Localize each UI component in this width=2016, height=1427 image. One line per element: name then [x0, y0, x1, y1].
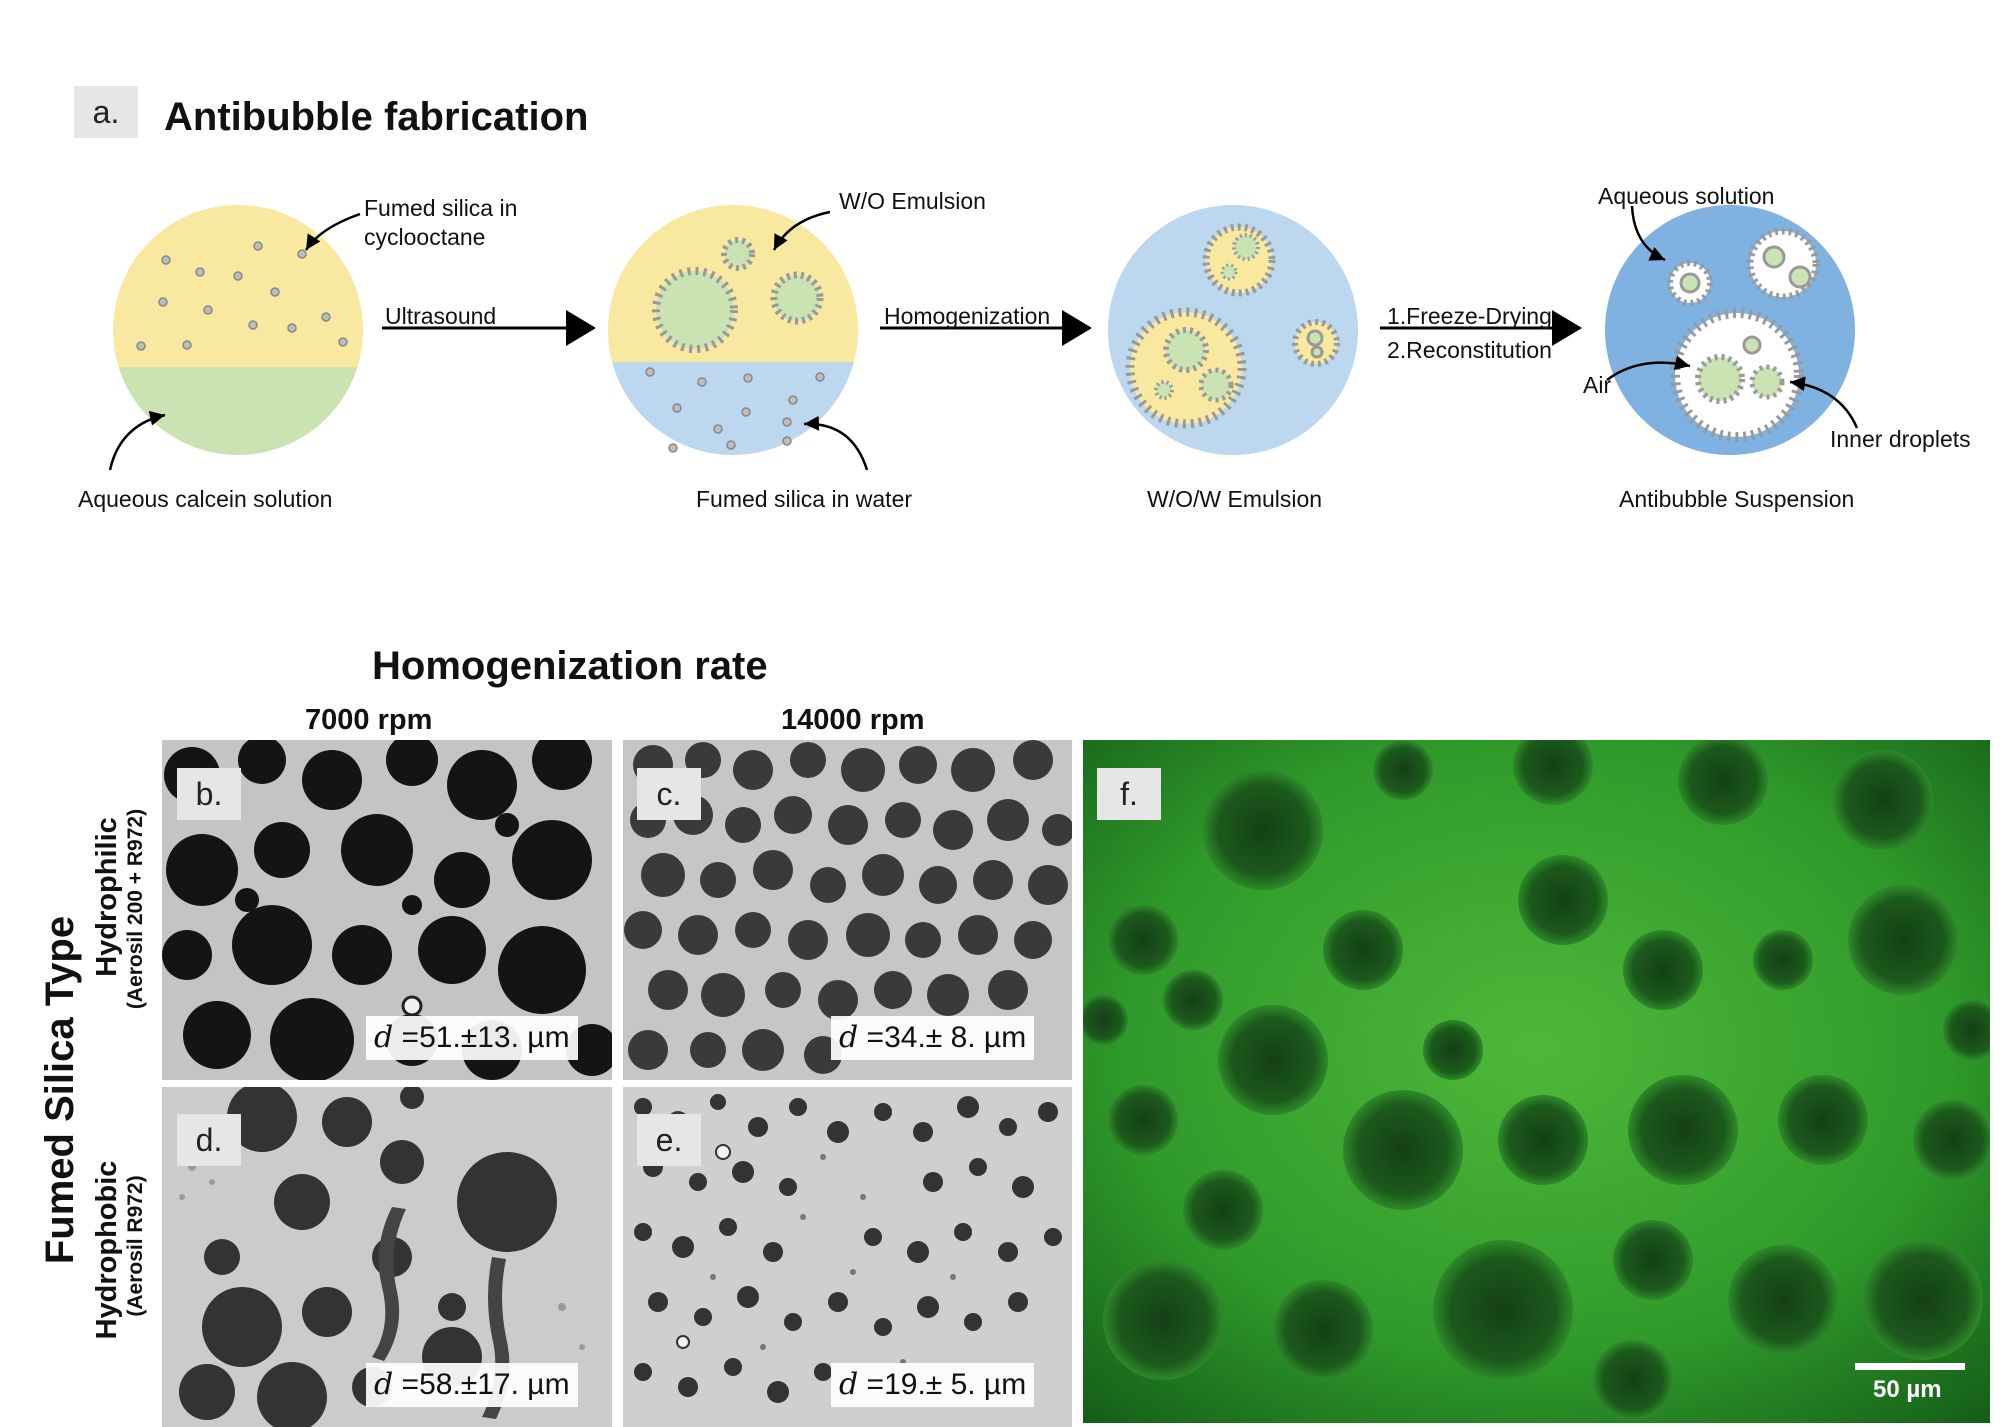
- panel-e-diameter: d =19.± 5. µm: [831, 1363, 1035, 1407]
- arrow-freeze-drying-label1: 1.Freeze-Drying: [1387, 303, 1552, 329]
- step3-circle: [1108, 205, 1358, 455]
- step1-callout-line1: Fumed silica in: [364, 195, 518, 221]
- panel-b-label: b.: [177, 768, 241, 820]
- grid-title: Homogenization rate: [372, 644, 768, 688]
- step4-callout-aqueous: Aqueous solution: [1598, 183, 1775, 209]
- panel-c-diameter: d =34.± 8. µm: [831, 1016, 1035, 1060]
- panel-d-diameter: d =58.±17. µm: [366, 1363, 578, 1407]
- micrograph-f: [1083, 740, 1990, 1423]
- panel-d-d-symbol: d: [374, 1367, 394, 1402]
- row1-label: Hydrophilic: [91, 817, 123, 977]
- fabrication-schematic: [108, 205, 1859, 471]
- row2-sublabel: (Aerosil R972): [124, 1175, 147, 1317]
- arrow-homogenization-label: Homogenization: [884, 303, 1051, 329]
- step4-caption: Antibubble Suspension: [1619, 486, 1855, 512]
- column-label-14000: 14000 rpm: [781, 704, 925, 736]
- row-title: Fumed Silica Type: [38, 915, 82, 1265]
- step4-circle: [1605, 205, 1859, 455]
- panel-e-d-value: =19.± 5. µm: [858, 1368, 1027, 1401]
- row2-label: Hydrophobic: [91, 1160, 123, 1340]
- arrow-ultrasound-label: Ultrasound: [385, 303, 497, 329]
- panel-d-label: d.: [177, 1114, 241, 1166]
- arrow-ultrasound-head: [566, 310, 596, 346]
- row1-sublabel: (Aerosil 200 + R972): [124, 808, 147, 1010]
- step1-callout-line2: cyclooctane: [364, 224, 486, 250]
- step1-circle: [108, 205, 363, 471]
- scale-bar: [1855, 1363, 1965, 1370]
- panel-c-d-value: =34.± 8. µm: [858, 1021, 1027, 1054]
- step3-caption: W/O/W Emulsion: [1147, 486, 1323, 512]
- step2-caption: Fumed silica in water: [696, 486, 913, 512]
- panel-d-d-value: =58.±17. µm: [393, 1368, 570, 1401]
- panel-b-diameter: d =51.±13. µm: [366, 1016, 578, 1060]
- arrow-homogenization-head: [1062, 310, 1092, 346]
- panel-f-label: f.: [1097, 768, 1161, 820]
- panel-e-d-symbol: d: [839, 1367, 859, 1402]
- arrow-freeze-drying-head: [1552, 310, 1582, 346]
- panel-a-label: a.: [74, 86, 138, 138]
- scale-bar-label: 50 µm: [1873, 1376, 1942, 1403]
- panel-a-title: Antibubble fabrication: [164, 95, 589, 139]
- arrow-freeze-drying-label2: 2.Reconstitution: [1387, 337, 1552, 363]
- step2-circle: [608, 205, 869, 471]
- column-label-7000: 7000 rpm: [305, 704, 433, 736]
- step4-callout-inner: Inner droplets: [1830, 426, 1971, 452]
- panel-b-d-symbol: d: [374, 1020, 394, 1055]
- step4-callout-air: Air: [1583, 372, 1612, 398]
- panel-c-label: c.: [637, 768, 701, 820]
- step1-caption: Aqueous calcein solution: [78, 486, 333, 512]
- step2-callout-top: W/O Emulsion: [839, 188, 986, 214]
- panel-c-d-symbol: d: [839, 1020, 859, 1055]
- panel-e-label: e.: [637, 1114, 701, 1166]
- panel-b-d-value: =51.±13. µm: [393, 1021, 570, 1054]
